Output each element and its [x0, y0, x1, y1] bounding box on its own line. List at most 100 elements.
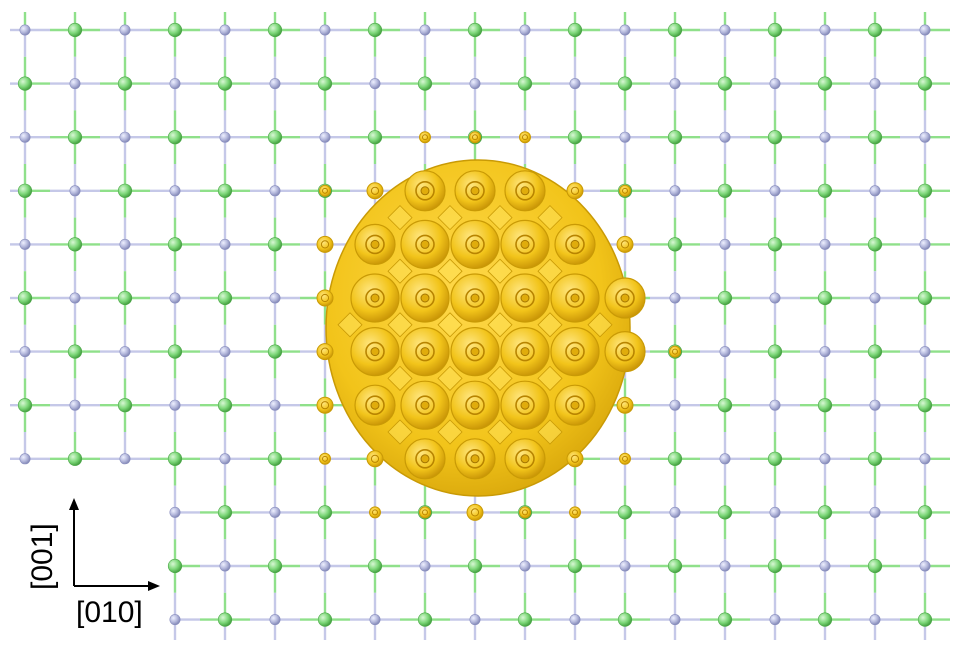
density-droplet-ring: [620, 401, 630, 410]
density-ring: [515, 181, 535, 201]
green-atom: [267, 22, 283, 38]
density-facet: [437, 365, 463, 391]
green-atom: [167, 451, 183, 466]
lavender-atom: [919, 131, 931, 143]
green-atom: [167, 130, 183, 145]
lavender-atom: [269, 292, 281, 304]
crystal-axes: [69, 498, 160, 591]
density-core: [570, 347, 580, 357]
green-atom: [817, 505, 833, 520]
lavender-atom: [19, 131, 31, 143]
lavender-atom: [669, 399, 681, 411]
green-atom: [217, 612, 233, 627]
green-atom: [67, 237, 83, 252]
density-ring: [515, 341, 535, 362]
density-droplet: [366, 450, 384, 468]
lavender-atom: [319, 24, 331, 36]
density-core: [370, 293, 380, 303]
density-facet: [437, 205, 463, 231]
lavender-atom: [819, 453, 831, 465]
density-droplet: [569, 506, 581, 519]
vertical-arrow-head: [69, 498, 79, 510]
lavender-atom: [219, 560, 231, 572]
density-core: [370, 400, 380, 410]
density-core: [620, 293, 630, 303]
axis-label-010: [010]: [76, 596, 143, 629]
green-atom: [917, 76, 933, 91]
lavender-atom: [19, 453, 31, 465]
green-atom: [567, 558, 583, 574]
lavender-atom: [869, 506, 881, 518]
density-facet: [437, 419, 463, 445]
density-droplet: [316, 343, 334, 361]
green-atom: [17, 398, 33, 413]
lavender-atom: [669, 292, 681, 304]
density-droplet: [366, 182, 384, 200]
green-atom: [217, 76, 233, 91]
density-ring: [365, 234, 385, 255]
density-droplet: [369, 506, 381, 519]
density-core: [470, 347, 480, 357]
density-ring: [365, 341, 385, 362]
green-atom: [767, 451, 783, 466]
density-ring: [565, 234, 585, 255]
density-droplet-ring: [620, 240, 630, 249]
lavender-atom: [119, 453, 131, 465]
density-droplet: [316, 396, 334, 414]
density-droplet: [616, 235, 634, 253]
density-core: [470, 239, 480, 249]
lavender-atom: [169, 399, 181, 411]
green-atom: [117, 183, 133, 198]
green-atom: [767, 130, 783, 145]
lavender-atom: [119, 346, 131, 358]
density-droplet: [619, 452, 631, 465]
lavender-atom: [719, 238, 731, 250]
density-core: [420, 454, 430, 464]
green-atom: [167, 344, 183, 359]
lavender-atom: [419, 24, 431, 36]
green-atom: [567, 22, 583, 38]
density-facet: [437, 258, 463, 284]
lavender-atom: [669, 506, 681, 518]
green-atom: [867, 344, 883, 359]
green-atom: [767, 344, 783, 359]
lavender-atom: [369, 78, 381, 90]
green-atom: [367, 130, 383, 145]
green-atom: [867, 558, 883, 574]
density-droplet: [469, 131, 481, 144]
lavender-atom: [869, 185, 881, 197]
green-atom: [267, 130, 283, 145]
density-facet: [487, 419, 513, 445]
density-droplet: [619, 184, 631, 197]
green-atom: [367, 22, 383, 38]
lavender-atom: [269, 78, 281, 90]
density-droplet-ring: [320, 401, 330, 410]
green-atom: [617, 612, 633, 627]
lavender-atom: [219, 238, 231, 250]
density-core: [420, 347, 430, 357]
lavender-atom: [869, 292, 881, 304]
lavender-atom: [869, 78, 881, 90]
lavender-atom: [19, 238, 31, 250]
density-ring: [415, 234, 435, 255]
green-atom: [517, 612, 533, 627]
density-core: [520, 454, 530, 464]
green-atom: [917, 183, 933, 198]
lavender-atom: [19, 24, 31, 36]
lavender-atom: [669, 185, 681, 197]
density-ring: [415, 448, 435, 469]
density-facet: [537, 365, 563, 391]
lavender-atom: [269, 185, 281, 197]
lavender-atom: [219, 24, 231, 36]
lavender-atom: [769, 506, 781, 518]
density-facet: [387, 419, 413, 445]
green-atom: [317, 505, 333, 520]
density-core: [520, 347, 530, 357]
density-droplet-ring: [570, 186, 580, 195]
green-atom: [117, 398, 133, 413]
density-ring: [465, 181, 485, 201]
density-droplet: [519, 506, 531, 519]
density-ring: [515, 448, 535, 469]
green-atom: [617, 505, 633, 520]
density-facet: [537, 258, 563, 284]
